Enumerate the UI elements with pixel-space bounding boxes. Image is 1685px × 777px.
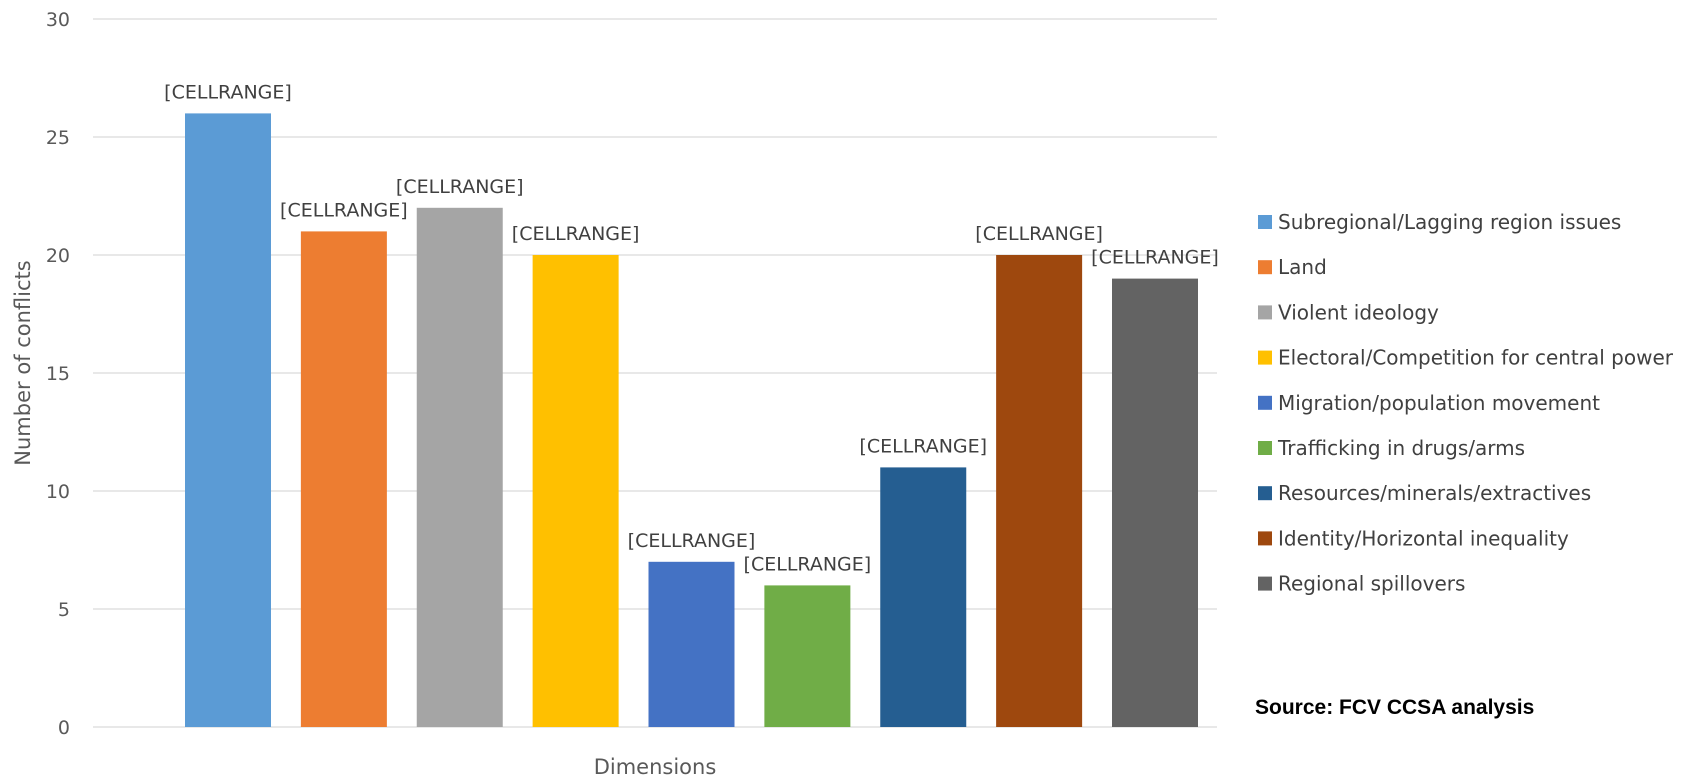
legend-entry: Electoral/Competition for central power — [1278, 346, 1674, 370]
y-tick-label: 30 — [46, 9, 70, 31]
legend-swatch — [1258, 486, 1272, 501]
legend-entry: Land — [1278, 255, 1327, 279]
data-label: [CELLRANGE] — [859, 435, 987, 457]
y-tick-labels: 0 5 10 15 20 25 30 — [46, 9, 70, 739]
data-label: [CELLRANGE] — [744, 553, 872, 575]
legend-entry: Resources/minerals/extractives — [1278, 481, 1591, 505]
bar — [185, 113, 271, 727]
bar — [648, 561, 735, 727]
legend-entry: Subregional/Lagging region issues — [1278, 210, 1621, 234]
data-labels: [CELLRANGE][CELLRANGE][CELLRANGE][CELLRA… — [164, 81, 1219, 575]
data-label: [CELLRANGE] — [280, 199, 408, 221]
legend-swatch — [1258, 260, 1272, 275]
legend-entry: Violent ideology — [1278, 300, 1439, 324]
y-tick-label: 20 — [46, 245, 70, 267]
data-label: [CELLRANGE] — [628, 530, 756, 552]
legend-entry: Regional spillovers — [1278, 572, 1465, 596]
legend-swatch — [1258, 215, 1272, 229]
legend-swatch — [1258, 305, 1272, 320]
data-label: [CELLRANGE] — [164, 81, 292, 103]
bars — [185, 113, 1198, 728]
legend-swatch — [1258, 395, 1272, 410]
legend-entry: Identity/Horizontal inequality — [1278, 526, 1569, 550]
bar — [996, 255, 1083, 727]
data-label: [CELLRANGE] — [1091, 247, 1219, 269]
legend-swatch — [1258, 531, 1272, 546]
x-axis-title: Dimensions — [594, 755, 717, 777]
y-tick-label: 10 — [46, 481, 70, 503]
legend-swatch — [1258, 576, 1272, 591]
bar — [300, 231, 387, 727]
data-label: [CELLRANGE] — [975, 223, 1103, 245]
gridlines — [93, 18, 1217, 728]
legend-swatch — [1258, 441, 1272, 455]
bar — [764, 585, 851, 727]
y-axis-title: Number of conflicts — [11, 260, 35, 465]
legend-swatch — [1258, 350, 1272, 365]
y-tick-label: 0 — [58, 717, 70, 739]
bar — [532, 255, 619, 727]
bar — [1112, 278, 1198, 727]
y-tick-label: 15 — [46, 363, 70, 385]
legend-entry: Migration/population movement — [1278, 391, 1600, 415]
bar — [880, 467, 967, 727]
bar — [416, 207, 503, 728]
legend: Subregional/Lagging region issues Land Vio… — [1258, 210, 1674, 596]
data-label: [CELLRANGE] — [512, 223, 640, 245]
data-label: [CELLRANGE] — [396, 176, 524, 198]
legend-entry: Trafficking in drugs/arms — [1277, 436, 1525, 460]
y-tick-label: 5 — [58, 599, 70, 621]
y-tick-label: 25 — [46, 127, 70, 149]
source-note: Source: FCV CCSA analysis — [1255, 696, 1534, 719]
